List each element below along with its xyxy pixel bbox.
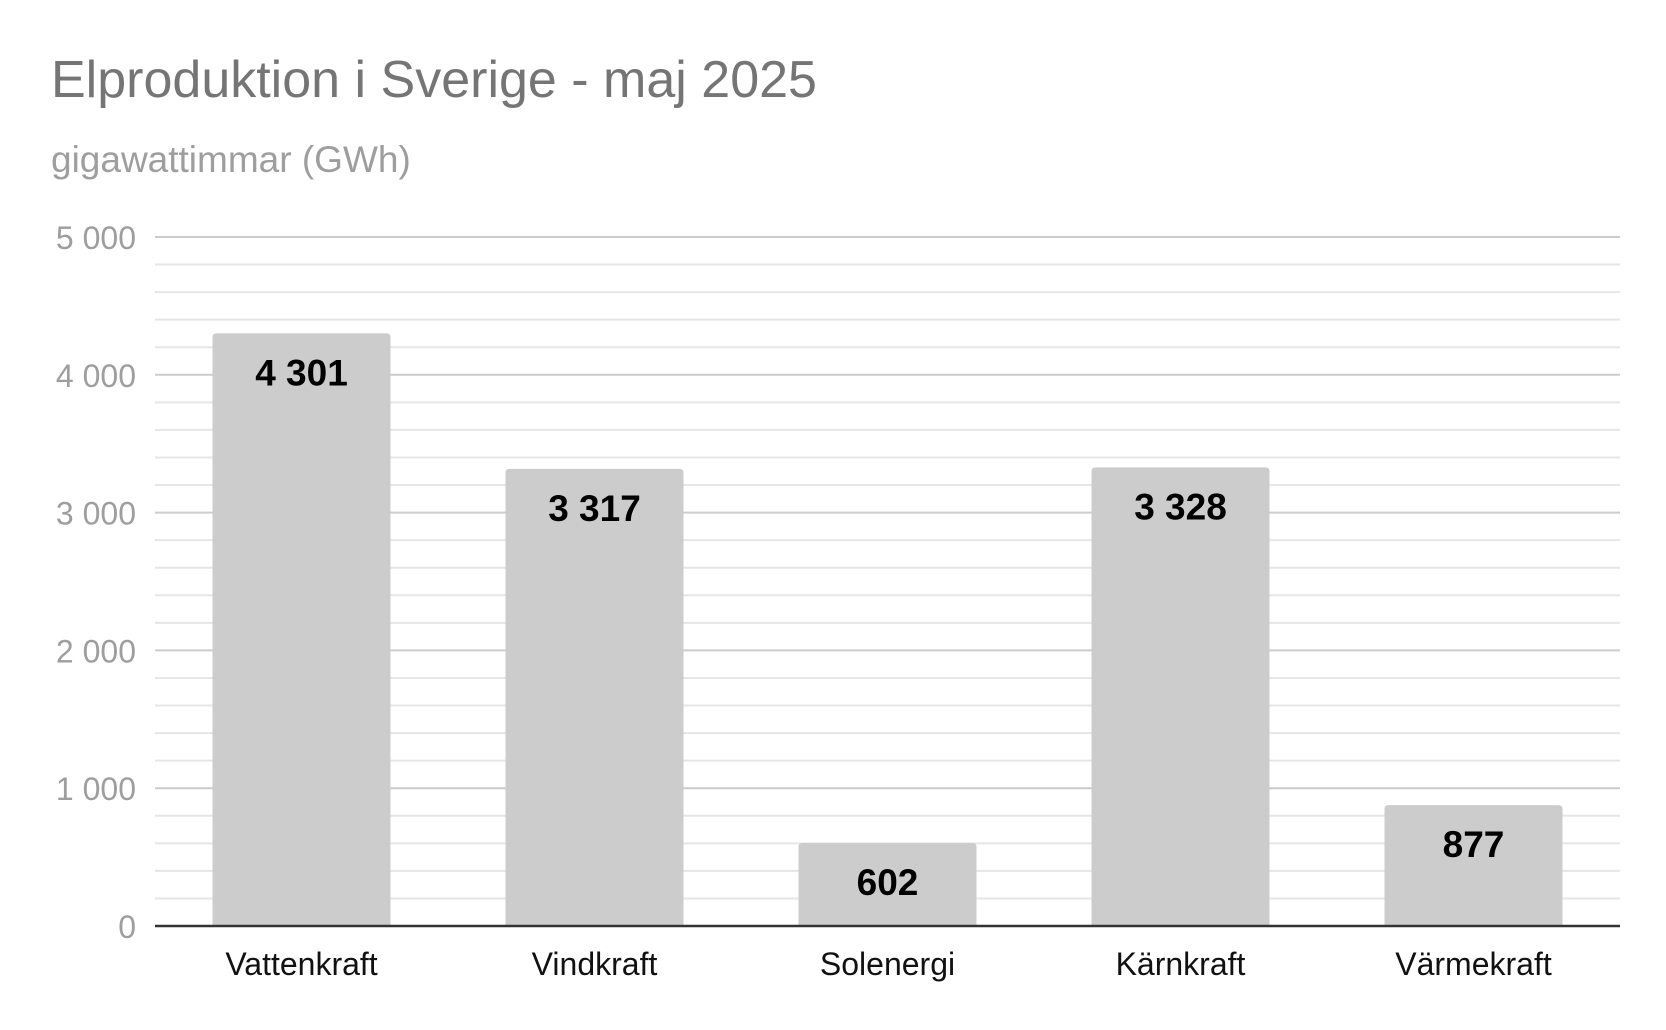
bar-value-label: 4 301 [255, 352, 348, 393]
chart-title: Elproduktion i Sverige - maj 2025 [51, 51, 817, 109]
bar-value-label: 3 328 [1134, 486, 1227, 527]
bar-vindkraft [505, 468, 684, 926]
y-tick-label: 5 000 [56, 220, 136, 256]
y-tick-labels: 0 1 000 2 000 3 000 4 000 5 000 [56, 220, 136, 945]
y-tick-label: 3 000 [56, 496, 136, 532]
x-category-label: Vindkraft [532, 946, 658, 982]
x-category-label: Solenergi [820, 946, 955, 982]
bar-value-labels: 4 301 3 317 602 3 328 877 [255, 352, 1504, 903]
x-category-label: Värmekraft [1395, 946, 1552, 982]
chart-subtitle: gigawattimmar (GWh) [51, 139, 411, 180]
minor-gridlines [155, 263, 1620, 900]
bar-value-label: 877 [1443, 824, 1505, 865]
y-tick-label: 0 [118, 909, 136, 945]
bar-solenergi [798, 843, 977, 926]
major-gridlines [155, 236, 1620, 790]
bar-value-label: 3 317 [548, 488, 641, 529]
y-tick-label: 2 000 [56, 633, 136, 669]
bar-value-label: 602 [857, 862, 919, 903]
y-tick-label: 4 000 [56, 358, 136, 394]
y-tick-label: 1 000 [56, 771, 136, 807]
bar-vattenkraft [212, 333, 391, 926]
x-category-label: Kärnkraft [1116, 946, 1246, 982]
bar-kärnkraft [1091, 467, 1270, 926]
bars [212, 333, 1563, 926]
x-category-label: Vattenkraft [225, 946, 377, 982]
x-category-labels: Vattenkraft Vindkraft Solenergi Kärnkraft Vä… [225, 946, 1552, 982]
bar-värmekraft [1384, 805, 1563, 926]
